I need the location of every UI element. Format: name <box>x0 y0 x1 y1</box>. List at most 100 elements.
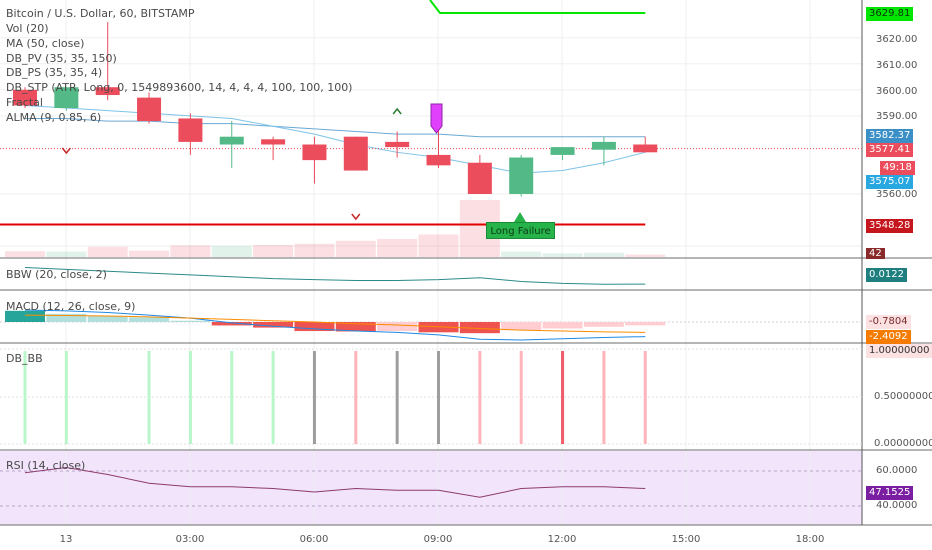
db-bb-bar <box>188 351 192 444</box>
candle-body <box>426 154 451 166</box>
price-tick: 3620.00 <box>876 34 918 45</box>
macd-histogram-bar <box>377 322 418 332</box>
time-tick: 18:00 <box>795 534 825 545</box>
ma-line <box>25 117 646 138</box>
macd-signal-tag: -2.4092 <box>866 330 911 344</box>
fractal-marker <box>351 213 361 221</box>
indicator-db-pv[interactable]: DB_PV (35, 35, 150) <box>6 52 117 65</box>
long-failure-label[interactable]: Long Failure <box>486 222 555 239</box>
candle-body <box>13 89 37 106</box>
time-tick: 03:00 <box>175 534 205 545</box>
db-bb-value-tag: 1.00000000 <box>866 344 932 358</box>
volume-bar <box>253 245 294 257</box>
symbol-title: Bitcoin / U.S. Dollar, 60, BITSTAMP <box>6 7 195 20</box>
db-bb-bar <box>643 351 647 444</box>
macd-histogram-bar <box>87 315 128 322</box>
macd-line <box>24 309 646 341</box>
time-tick: 15:00 <box>671 534 701 545</box>
db-bb-bar <box>437 351 440 444</box>
macd-histogram-bar <box>542 322 583 329</box>
db-bb-bar <box>354 351 358 444</box>
db-bb-bar <box>519 351 523 444</box>
volume-bar <box>583 252 624 257</box>
candle-body <box>343 136 368 171</box>
bbw-line <box>24 266 646 285</box>
macd-histogram-bar <box>211 322 252 326</box>
bar-countdown-tag: 49:18 <box>880 161 915 175</box>
macd-histogram-bar <box>625 322 666 326</box>
time-tick: 06:00 <box>299 534 329 545</box>
alma-price-tag: 3582.37 <box>866 129 914 143</box>
volume-bar <box>501 251 542 257</box>
db-bb-pane-title[interactable]: DB_BB <box>6 352 43 365</box>
candle-body <box>591 141 616 150</box>
indicator-fractal[interactable]: Fractal <box>6 96 43 109</box>
time-tick: 09:00 <box>423 534 453 545</box>
db-bb-tick: 0.00000000 <box>874 438 932 449</box>
macd-hist-tag: -0.7804 <box>866 315 911 329</box>
db-bb-bar <box>312 351 316 444</box>
volume-bar <box>170 245 211 257</box>
db-bb-bar <box>23 351 27 444</box>
macd-histogram-bar <box>459 322 500 334</box>
stop-red-price-tag: 3548.28 <box>866 219 914 233</box>
price-tick: 3560.00 <box>876 189 918 200</box>
db-bb-bar <box>230 351 234 444</box>
volume-bar <box>294 243 335 257</box>
db-bb-tick: 0.50000000 <box>874 391 932 402</box>
volume-bar <box>625 254 666 257</box>
candle-body <box>302 144 327 161</box>
bbw-value-tag: 0.0122 <box>866 268 907 282</box>
rsi-pane-title[interactable]: RSI (14, close) <box>6 459 86 472</box>
indicator-vol[interactable]: Vol (20) <box>6 22 49 35</box>
volume-bar <box>87 246 128 257</box>
db-bb-bar <box>395 351 399 444</box>
candle-body <box>219 136 244 145</box>
candle-body <box>467 162 492 194</box>
db-bb-bar <box>147 351 151 444</box>
db-bb-bar <box>478 351 482 444</box>
rsi-line <box>24 466 646 498</box>
volume-bar <box>377 239 418 257</box>
time-tick: 13 <box>59 534 73 545</box>
rsi-tick: 40.0000 <box>876 500 918 511</box>
alma-line <box>24 104 646 174</box>
candle-body <box>550 147 575 155</box>
indicator-alma[interactable]: ALMA (9, 0.85, 6) <box>6 111 102 124</box>
db-bb-bar <box>64 351 68 444</box>
time-axis-background <box>0 526 932 550</box>
macd-histogram-bar <box>5 310 45 322</box>
price-tick: 3600.00 <box>876 86 918 97</box>
volume-bar <box>542 253 583 257</box>
macd-pane-title[interactable]: MACD (12, 26, close, 9) <box>6 300 136 313</box>
label-pointer <box>514 212 526 222</box>
volume-bar <box>129 250 170 257</box>
candle-body <box>509 157 534 194</box>
candle-body <box>261 139 286 145</box>
indicator-db-stp[interactable]: DB_STP (ATR, Long, 0, 1549893600, 14, 4,… <box>6 81 353 94</box>
bbw-pane-title[interactable]: BBW (20, close, 2) <box>6 268 107 281</box>
stop-green-line <box>429 0 646 14</box>
time-tick: 12:00 <box>547 534 577 545</box>
candle-body <box>633 144 658 153</box>
fractal-marker <box>61 147 71 155</box>
ma-price-tag: 3575.07 <box>866 175 914 189</box>
macd-histogram-bar <box>335 322 376 332</box>
volume-bar <box>211 245 252 257</box>
price-tick: 3590.00 <box>876 111 918 122</box>
macd-histogram-bar <box>253 322 294 328</box>
volume-bar <box>46 251 87 257</box>
indicator-db-ps[interactable]: DB_PS (35, 35, 4) <box>6 66 103 79</box>
candle-body <box>54 87 79 109</box>
macd-histogram-bar <box>501 322 542 331</box>
stop-green-price-tag: 3629.81 <box>866 7 914 21</box>
price-tick: 3610.00 <box>876 60 918 71</box>
macd-histogram-bar <box>170 320 211 322</box>
db-bb-bar <box>561 351 565 444</box>
fractal-marker <box>392 107 402 115</box>
indicator-ma[interactable]: MA (50, close) <box>6 37 85 50</box>
macd-signal-line <box>24 314 646 333</box>
volume-bar <box>335 240 376 257</box>
rsi-tick: 60.0000 <box>876 465 918 476</box>
